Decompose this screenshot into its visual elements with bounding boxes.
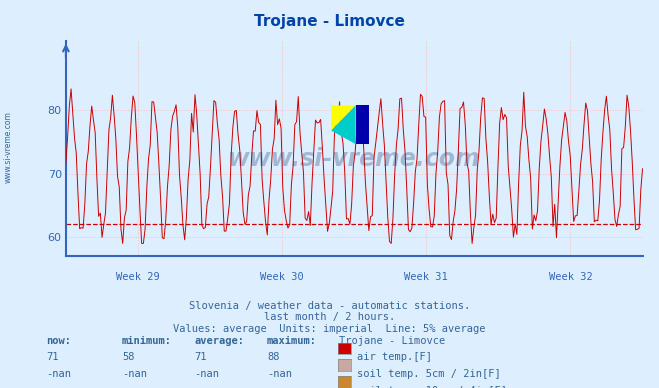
Text: -nan: -nan [46,369,71,379]
Text: Week 29: Week 29 [116,272,160,282]
Text: Trojane - Limovce: Trojane - Limovce [339,336,445,346]
Text: soil temp. 5cm / 2in[F]: soil temp. 5cm / 2in[F] [357,369,501,379]
Text: -nan: -nan [267,386,292,388]
Text: -nan: -nan [194,369,219,379]
Text: -nan: -nan [122,369,147,379]
Text: 71: 71 [194,352,207,362]
Text: air temp.[F]: air temp.[F] [357,352,432,362]
Text: Week 32: Week 32 [548,272,592,282]
Text: soil temp. 10cm / 4in[F]: soil temp. 10cm / 4in[F] [357,386,507,388]
Text: -nan: -nan [194,386,219,388]
Text: last month / 2 hours.: last month / 2 hours. [264,312,395,322]
Polygon shape [331,105,356,144]
Text: Week 31: Week 31 [405,272,448,282]
Text: maximum:: maximum: [267,336,317,346]
Text: average:: average: [194,336,244,346]
Polygon shape [356,105,369,144]
Text: www.si-vreme.com: www.si-vreme.com [4,111,13,184]
Text: www.si-vreme.com: www.si-vreme.com [228,147,480,171]
Text: Slovenia / weather data - automatic stations.: Slovenia / weather data - automatic stat… [189,301,470,311]
Text: -nan: -nan [46,386,71,388]
Text: 71: 71 [46,352,59,362]
Text: 58: 58 [122,352,134,362]
Text: Trojane - Limovce: Trojane - Limovce [254,14,405,29]
Text: -nan: -nan [267,369,292,379]
Text: minimum:: minimum: [122,336,172,346]
Text: now:: now: [46,336,71,346]
Text: 88: 88 [267,352,279,362]
Text: -nan: -nan [122,386,147,388]
Text: Week 30: Week 30 [260,272,304,282]
Polygon shape [331,105,356,130]
Text: Values: average  Units: imperial  Line: 5% average: Values: average Units: imperial Line: 5%… [173,324,486,334]
